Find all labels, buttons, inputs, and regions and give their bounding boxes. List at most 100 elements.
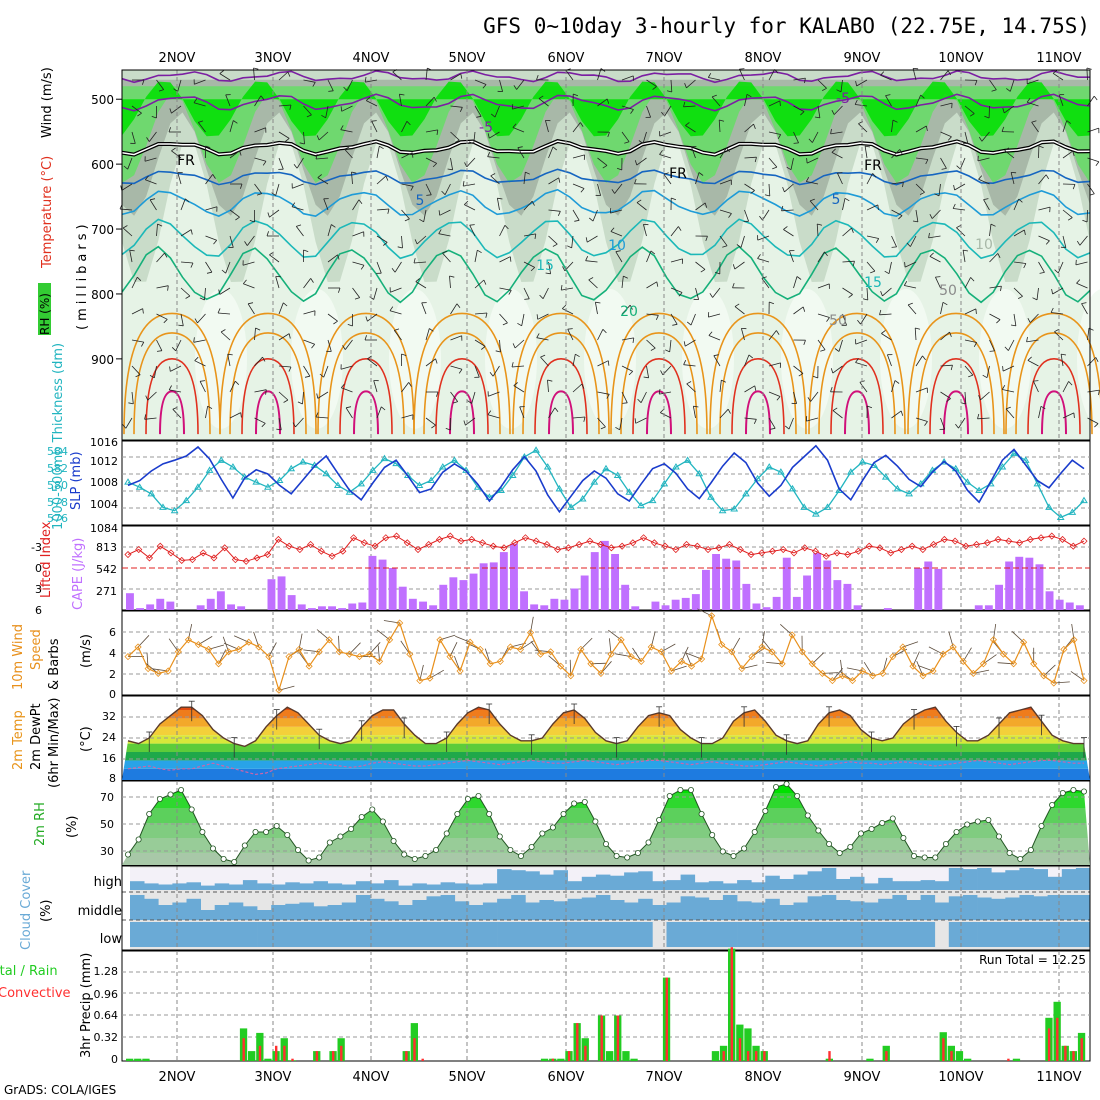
wind-barb [415, 281, 427, 289]
wind-barb-flag [693, 405, 699, 408]
wind-barb-flag [1051, 289, 1053, 295]
slp-bottom-label: 1084 [90, 522, 118, 535]
rh-point [836, 850, 843, 857]
temp-label-1: 2m Temp [11, 710, 26, 770]
cape-bar [398, 586, 407, 610]
wind-barb-flag [754, 157, 757, 163]
wind-barb [708, 77, 721, 81]
rh-point [603, 841, 610, 848]
wind-barb [536, 337, 549, 341]
thickness-point [963, 478, 972, 485]
lifted-index-axis-label: Lifted Index [39, 521, 54, 598]
cape-bar [560, 599, 569, 610]
wind-barb-flag [602, 329, 607, 334]
precip-total-bar [606, 1051, 614, 1061]
rh-point [379, 818, 386, 825]
wind-barb-flag [607, 132, 610, 138]
lifted-index-point [500, 544, 508, 552]
lifted-index-point [360, 539, 368, 547]
wind-barb-flag [754, 385, 757, 391]
wind-barb [989, 339, 995, 352]
lifted-index-point [661, 542, 669, 550]
wind-barb [866, 261, 876, 272]
cloud-bar [370, 922, 385, 947]
wind-barb [148, 131, 157, 142]
cloud-bar [553, 922, 568, 947]
wind-barb [816, 223, 819, 237]
wind-speed-point [506, 643, 514, 651]
wind-speed-point [899, 643, 907, 651]
wind-barb [254, 417, 266, 424]
wind-barb [695, 261, 706, 270]
wind-barb-flag [600, 426, 606, 430]
cape-bar [1065, 602, 1074, 610]
cape-bar [671, 599, 680, 610]
wind-barb [268, 642, 277, 657]
cloud-bar [130, 922, 145, 947]
thickness-point [333, 481, 342, 489]
cape-bar [307, 608, 316, 610]
pressure-tick-label: 900 [91, 353, 114, 367]
wind-barb [449, 275, 451, 289]
wind-barb-flag [947, 136, 952, 141]
wind-barb [660, 412, 672, 419]
wind-barb-flag [802, 306, 806, 312]
wind-barb-flag [141, 341, 145, 347]
wind-barb-flag [796, 276, 802, 280]
wind-barb-flag [235, 380, 240, 385]
lifted-index-point [865, 542, 873, 550]
wind-barb-flag [292, 422, 296, 428]
thickness-point [695, 469, 704, 477]
wind-barb [592, 209, 598, 222]
precip-conv-bar [885, 1051, 888, 1061]
wind-barb-flag [545, 272, 551, 275]
wind-barb [487, 414, 500, 419]
wind-barb-flag [213, 240, 218, 245]
wind-barb-flag [834, 348, 840, 352]
wind-barb-flag [481, 346, 486, 350]
wind-speed-point [174, 648, 182, 656]
cape-bar [580, 575, 589, 610]
wind-barb [964, 131, 969, 144]
lifted-index-point [704, 545, 712, 554]
lifted-index-point [715, 544, 723, 552]
wind-barb-flag [628, 371, 633, 376]
wind-barb-flag [340, 383, 345, 388]
wind-barb-flag [707, 72, 712, 78]
wind-barb-flag [312, 82, 316, 87]
lifted-index-point [156, 542, 164, 550]
wind-barb-flag [288, 366, 292, 372]
wind-barb-flag [1066, 120, 1071, 124]
rh-point [794, 793, 801, 800]
cape-bar [611, 554, 619, 610]
top-date-label: 10NOV [938, 51, 983, 66]
cape-bar [489, 562, 498, 610]
wind-barb [1002, 389, 1015, 393]
wind-barb-flag [671, 197, 677, 201]
wind-barb-flag [198, 120, 204, 123]
wind-barb [523, 261, 535, 268]
wind-barb-flag [410, 186, 414, 191]
wind-barb-flag [150, 198, 156, 201]
wind-barb [708, 313, 721, 318]
temperature-series [127, 700, 1087, 776]
wind-barb [392, 71, 402, 81]
cloud-bar [1061, 895, 1077, 920]
wind-barb-flag [276, 428, 282, 431]
precip-total-bar [557, 1058, 565, 1061]
wind-barb-flag [615, 250, 621, 253]
wind-barb [880, 74, 892, 81]
bottom-date-label: 2NOV [159, 1070, 196, 1085]
wind-barb [229, 412, 241, 419]
wind-barb-flag [926, 125, 928, 131]
cloud-bar [144, 898, 159, 921]
wind-barb-flag [583, 416, 586, 422]
wind-barb-flag [820, 349, 826, 352]
wind-barb [474, 79, 487, 85]
cloud-bar [511, 922, 526, 947]
wind-barb-flag [683, 101, 686, 107]
wind-barb-flag [726, 147, 730, 153]
rh-point [751, 829, 758, 836]
wind-barb [1081, 303, 1088, 315]
